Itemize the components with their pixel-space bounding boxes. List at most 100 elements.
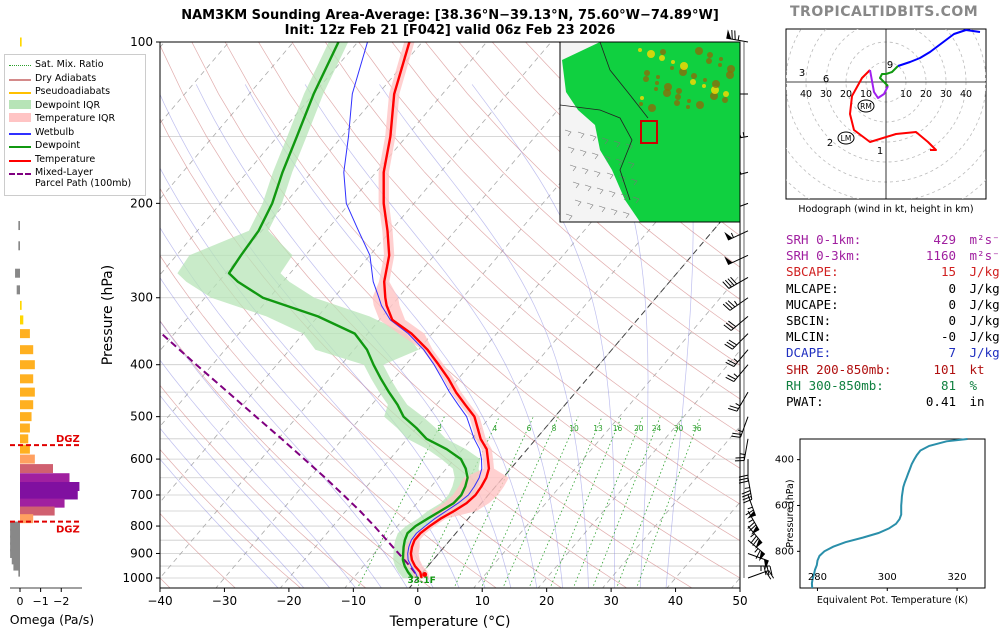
barb-full	[731, 435, 741, 438]
hodograph-trace	[879, 65, 899, 87]
barb-full	[726, 341, 735, 348]
omega-bar	[20, 482, 80, 492]
barb-full	[728, 407, 738, 412]
y-tick-label: 400	[130, 358, 153, 372]
radar-echo	[686, 105, 690, 109]
isotherm-line	[160, 42, 423, 352]
barb-staff	[747, 525, 763, 544]
mixing-ratio-line	[636, 416, 701, 588]
omega-bar	[20, 498, 65, 508]
omega-bar	[16, 285, 20, 295]
omega-bar	[20, 490, 78, 500]
coastline-detail	[618, 175, 626, 183]
barb-full	[722, 303, 731, 311]
x-tick-label: −20	[276, 594, 301, 608]
coastline-detail	[596, 187, 604, 195]
hodograph-ring-label: 20	[920, 89, 932, 100]
index-row: SRH 0-1km: 429 m²s⁻²	[786, 232, 1000, 248]
dry-adiabat	[191, 42, 740, 579]
theta-e-frame	[799, 438, 986, 589]
barb-full	[738, 474, 749, 478]
barb-full	[741, 490, 751, 495]
omega-bar	[18, 241, 20, 251]
legend-swatch	[9, 113, 31, 122]
omega-bar	[20, 360, 35, 370]
omega-bar	[15, 268, 20, 278]
coastline-detail	[606, 172, 614, 180]
dgz-label: DGZ	[56, 525, 80, 536]
area-average-box	[640, 120, 658, 144]
index-value: 429	[933, 232, 956, 247]
radar-echo	[676, 88, 682, 94]
coastline-detail	[574, 199, 582, 207]
dry-adiabat	[160, 448, 302, 588]
page-title: NAM3KM Sounding Area-Average: [38.36°N−3…	[0, 8, 900, 38]
omega-tick-label: −1	[33, 595, 49, 608]
barb-full	[743, 498, 753, 504]
barb-full	[722, 281, 730, 289]
pseudoadiabat	[579, 84, 649, 588]
barb-full	[738, 480, 749, 484]
barb-full	[768, 570, 775, 579]
coastline-detail	[564, 129, 572, 137]
mixing-ratio-label: 4	[492, 424, 497, 433]
barb-full	[738, 477, 749, 481]
index-row: SHR 200-850mb: 101 kt	[786, 362, 1000, 378]
index-label: DCAPE:	[786, 345, 832, 361]
pseudoadiabat	[665, 84, 694, 588]
wind-barb	[725, 364, 749, 383]
mixing-ratio-label: 24	[652, 424, 662, 433]
radar-echo	[647, 50, 655, 58]
index-row: DCAPE: 7 J/kg	[786, 345, 1000, 361]
radar-echo	[639, 102, 643, 106]
mixing-ratio-label: 8	[552, 424, 557, 433]
index-value: 0	[948, 296, 956, 312]
barb-full	[748, 524, 757, 532]
theta-e-y-tick-label: 600	[775, 500, 794, 511]
hodograph-ring-label: 40	[960, 89, 972, 100]
index-unit: %	[962, 377, 978, 393]
radar-echo	[655, 81, 659, 85]
omega-bar	[10, 548, 20, 558]
omega-axis-label: Omega (Pa/s)	[10, 612, 94, 627]
dry-adiabat	[160, 254, 497, 588]
parcel-path-line	[160, 330, 417, 574]
isotherm-line	[160, 42, 552, 503]
mixing-ratio-line	[502, 416, 579, 588]
radar-echo	[695, 47, 703, 55]
hodograph-ring-label: 30	[820, 89, 832, 100]
index-value: 1160	[925, 248, 956, 264]
barb-full	[723, 324, 732, 331]
omega-bar	[20, 514, 34, 524]
coastline-detail	[593, 170, 601, 178]
coastline-detail	[567, 146, 575, 154]
mixing-ratio-line	[549, 416, 622, 588]
index-label: RH 300-850mb:	[786, 377, 884, 393]
legend-swatch	[9, 92, 31, 94]
inset-map-content	[560, 42, 740, 222]
theta-e-y-tick-label: 800	[775, 546, 794, 557]
x-tick-label: −10	[341, 594, 366, 608]
barb-full	[732, 432, 742, 435]
omega-bar	[20, 423, 30, 433]
hodograph-trace	[897, 29, 981, 67]
coastline-detail	[603, 155, 611, 163]
legend-item-label: Dewpoint	[35, 140, 81, 151]
state-border	[599, 42, 649, 119]
index-label: SHR 200-850mb:	[786, 361, 892, 377]
omega-bar	[20, 345, 34, 355]
coastline-detail	[601, 137, 609, 145]
omega-bar	[20, 434, 29, 444]
coastline-detail	[632, 196, 640, 204]
barb-staff	[732, 333, 749, 350]
pseudoadiabat	[160, 427, 305, 588]
barb-flag	[724, 256, 733, 265]
wind-barb	[747, 553, 769, 570]
index-unit: kt	[962, 361, 985, 377]
x-tick-label: 40	[668, 594, 683, 608]
mixing-ratio-label: 13	[593, 424, 603, 433]
theta-e-x-tick-label: 300	[878, 572, 897, 583]
legend-swatch	[9, 99, 31, 109]
index-unit: m²s⁻²	[969, 232, 1000, 247]
sounding-indices: SRH 0-1km:429 m²s⁻²SRH 0-3km:1160 m²s⁻²S…	[786, 232, 1000, 410]
